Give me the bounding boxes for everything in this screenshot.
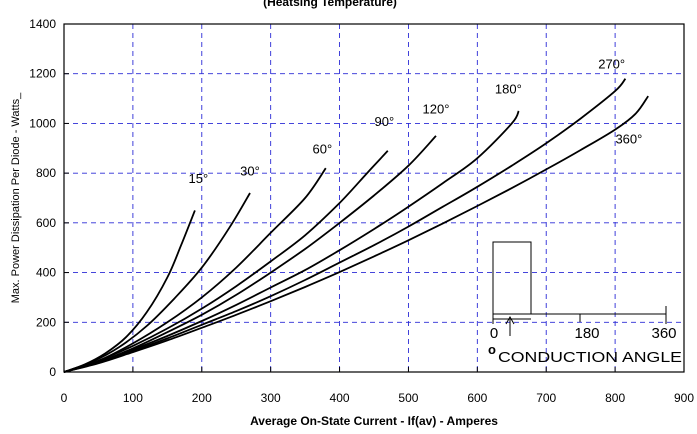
curve-label-120deg: 120° [423,101,450,116]
series-line-90deg [63,150,389,373]
inset-label-0: 0 [490,325,498,342]
x-tick-label: 900 [674,391,694,405]
x-tick-label: 200 [192,391,212,405]
curve-label-180deg: 180° [495,82,522,97]
conduction-angle-inset: 0 180 360 o CONDUCTION ANGLE [488,241,682,366]
series-line-120deg [63,135,437,373]
y-tick-label: 600 [36,216,56,230]
chart-title: (Heatsing Temperature) [263,0,397,9]
x-tick-label: 600 [467,391,487,405]
series-line-180deg [63,110,520,373]
y-tick-label: 200 [36,315,56,329]
y-tick-label: 400 [36,266,56,280]
inset-caption: CONDUCTION ANGLE [498,349,682,366]
x-tick-label: 800 [605,391,625,405]
x-tick-label: 300 [261,391,281,405]
y-axis-title: Max. Power Dissipation Per Diode - Watts… [10,92,22,303]
tick-labels: 0 100 200 300 400 500 600 700 800 900 0 200 400 600 80… [29,17,694,405]
series-line-270deg [63,78,627,373]
x-tick-label: 700 [536,391,556,405]
series-line-30deg [63,192,251,373]
curve-label-90deg: 90° [374,114,394,129]
x-axis-title: Average On-State Current - If(av) - Ampe… [250,414,498,428]
y-tick-label: 800 [36,166,56,180]
inset-pulse-box [492,241,532,315]
inset-degree-symbol: o [488,342,496,357]
y-tick-label: 1200 [29,67,56,81]
inset-arrow-head [505,315,515,325]
curve-labels: 15° 30° 60° 90° 120° 180° 270° 360° [188,57,642,186]
plot-frame [63,23,685,373]
series-line-360deg [63,95,649,373]
x-tick-label: 100 [123,391,143,405]
curve-label-60deg: 60° [312,141,332,156]
curve-label-270deg: 270° [598,57,625,72]
inset-label-360: 360 [651,325,676,342]
series-line-60deg [63,167,327,373]
curve-label-15deg: 15° [188,171,208,186]
inset-label-180: 180 [574,325,599,342]
curve-label-30deg: 30° [240,164,260,179]
y-tick-label: 1000 [29,116,56,130]
x-tick-label: 400 [330,391,350,405]
x-tick-label: 0 [61,391,68,405]
y-tick-label: 1400 [29,17,56,31]
y-tick-label: 0 [49,365,56,379]
x-tick-label: 500 [398,391,418,405]
grid [64,24,684,372]
series-group [63,78,649,373]
curve-label-360deg: 360° [615,131,642,146]
